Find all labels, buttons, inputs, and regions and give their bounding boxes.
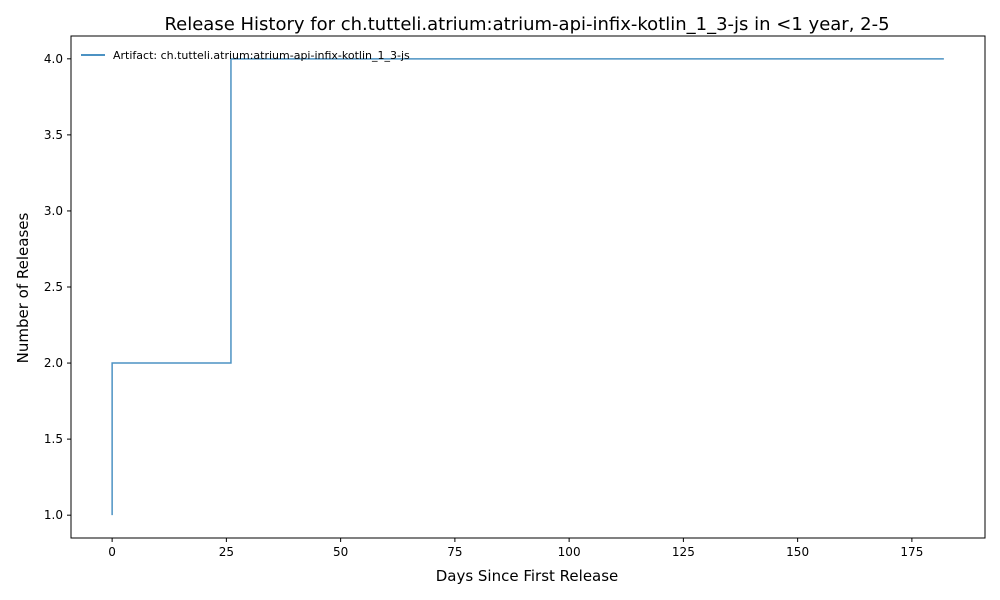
x-tick-label: 75 [447, 545, 462, 559]
y-tick-label: 3.0 [44, 204, 63, 218]
x-tick-label: 100 [558, 545, 581, 559]
x-tick-label: 25 [219, 545, 234, 559]
legend: Artifact: ch.tutteli.atrium:atrium-api-i… [81, 49, 410, 62]
y-tick-label: 3.5 [44, 128, 63, 142]
x-tick-label: 175 [900, 545, 923, 559]
y-axis-ticks: 1.0 1.5 2.0 2.5 3.0 3.5 4.0 [44, 52, 71, 522]
y-axis-label: Number of Releases [14, 212, 32, 363]
legend-entry-artifact: Artifact: ch.tutteli.atrium:atrium-api-i… [113, 49, 410, 62]
x-tick-label: 0 [108, 545, 116, 559]
y-tick-label: 1.5 [44, 432, 63, 446]
chart-title: Release History for ch.tutteli.atrium:at… [164, 14, 889, 35]
y-tick-label: 2.5 [44, 280, 63, 294]
x-axis-label: Days Since First Release [436, 567, 619, 585]
y-tick-label: 2.0 [44, 356, 63, 370]
plot-area-frame [70, 35, 986, 539]
series-line-0 [111, 58, 944, 516]
x-tick-label: 125 [672, 545, 695, 559]
y-tick-label: 4.0 [44, 52, 63, 66]
x-tick-label: 50 [333, 545, 348, 559]
x-axis-ticks: 0 25 50 75 100 125 150 175 [108, 538, 923, 559]
y-tick-label: 1.0 [44, 508, 63, 522]
x-tick-label: 150 [786, 545, 809, 559]
series-layer [111, 58, 944, 516]
